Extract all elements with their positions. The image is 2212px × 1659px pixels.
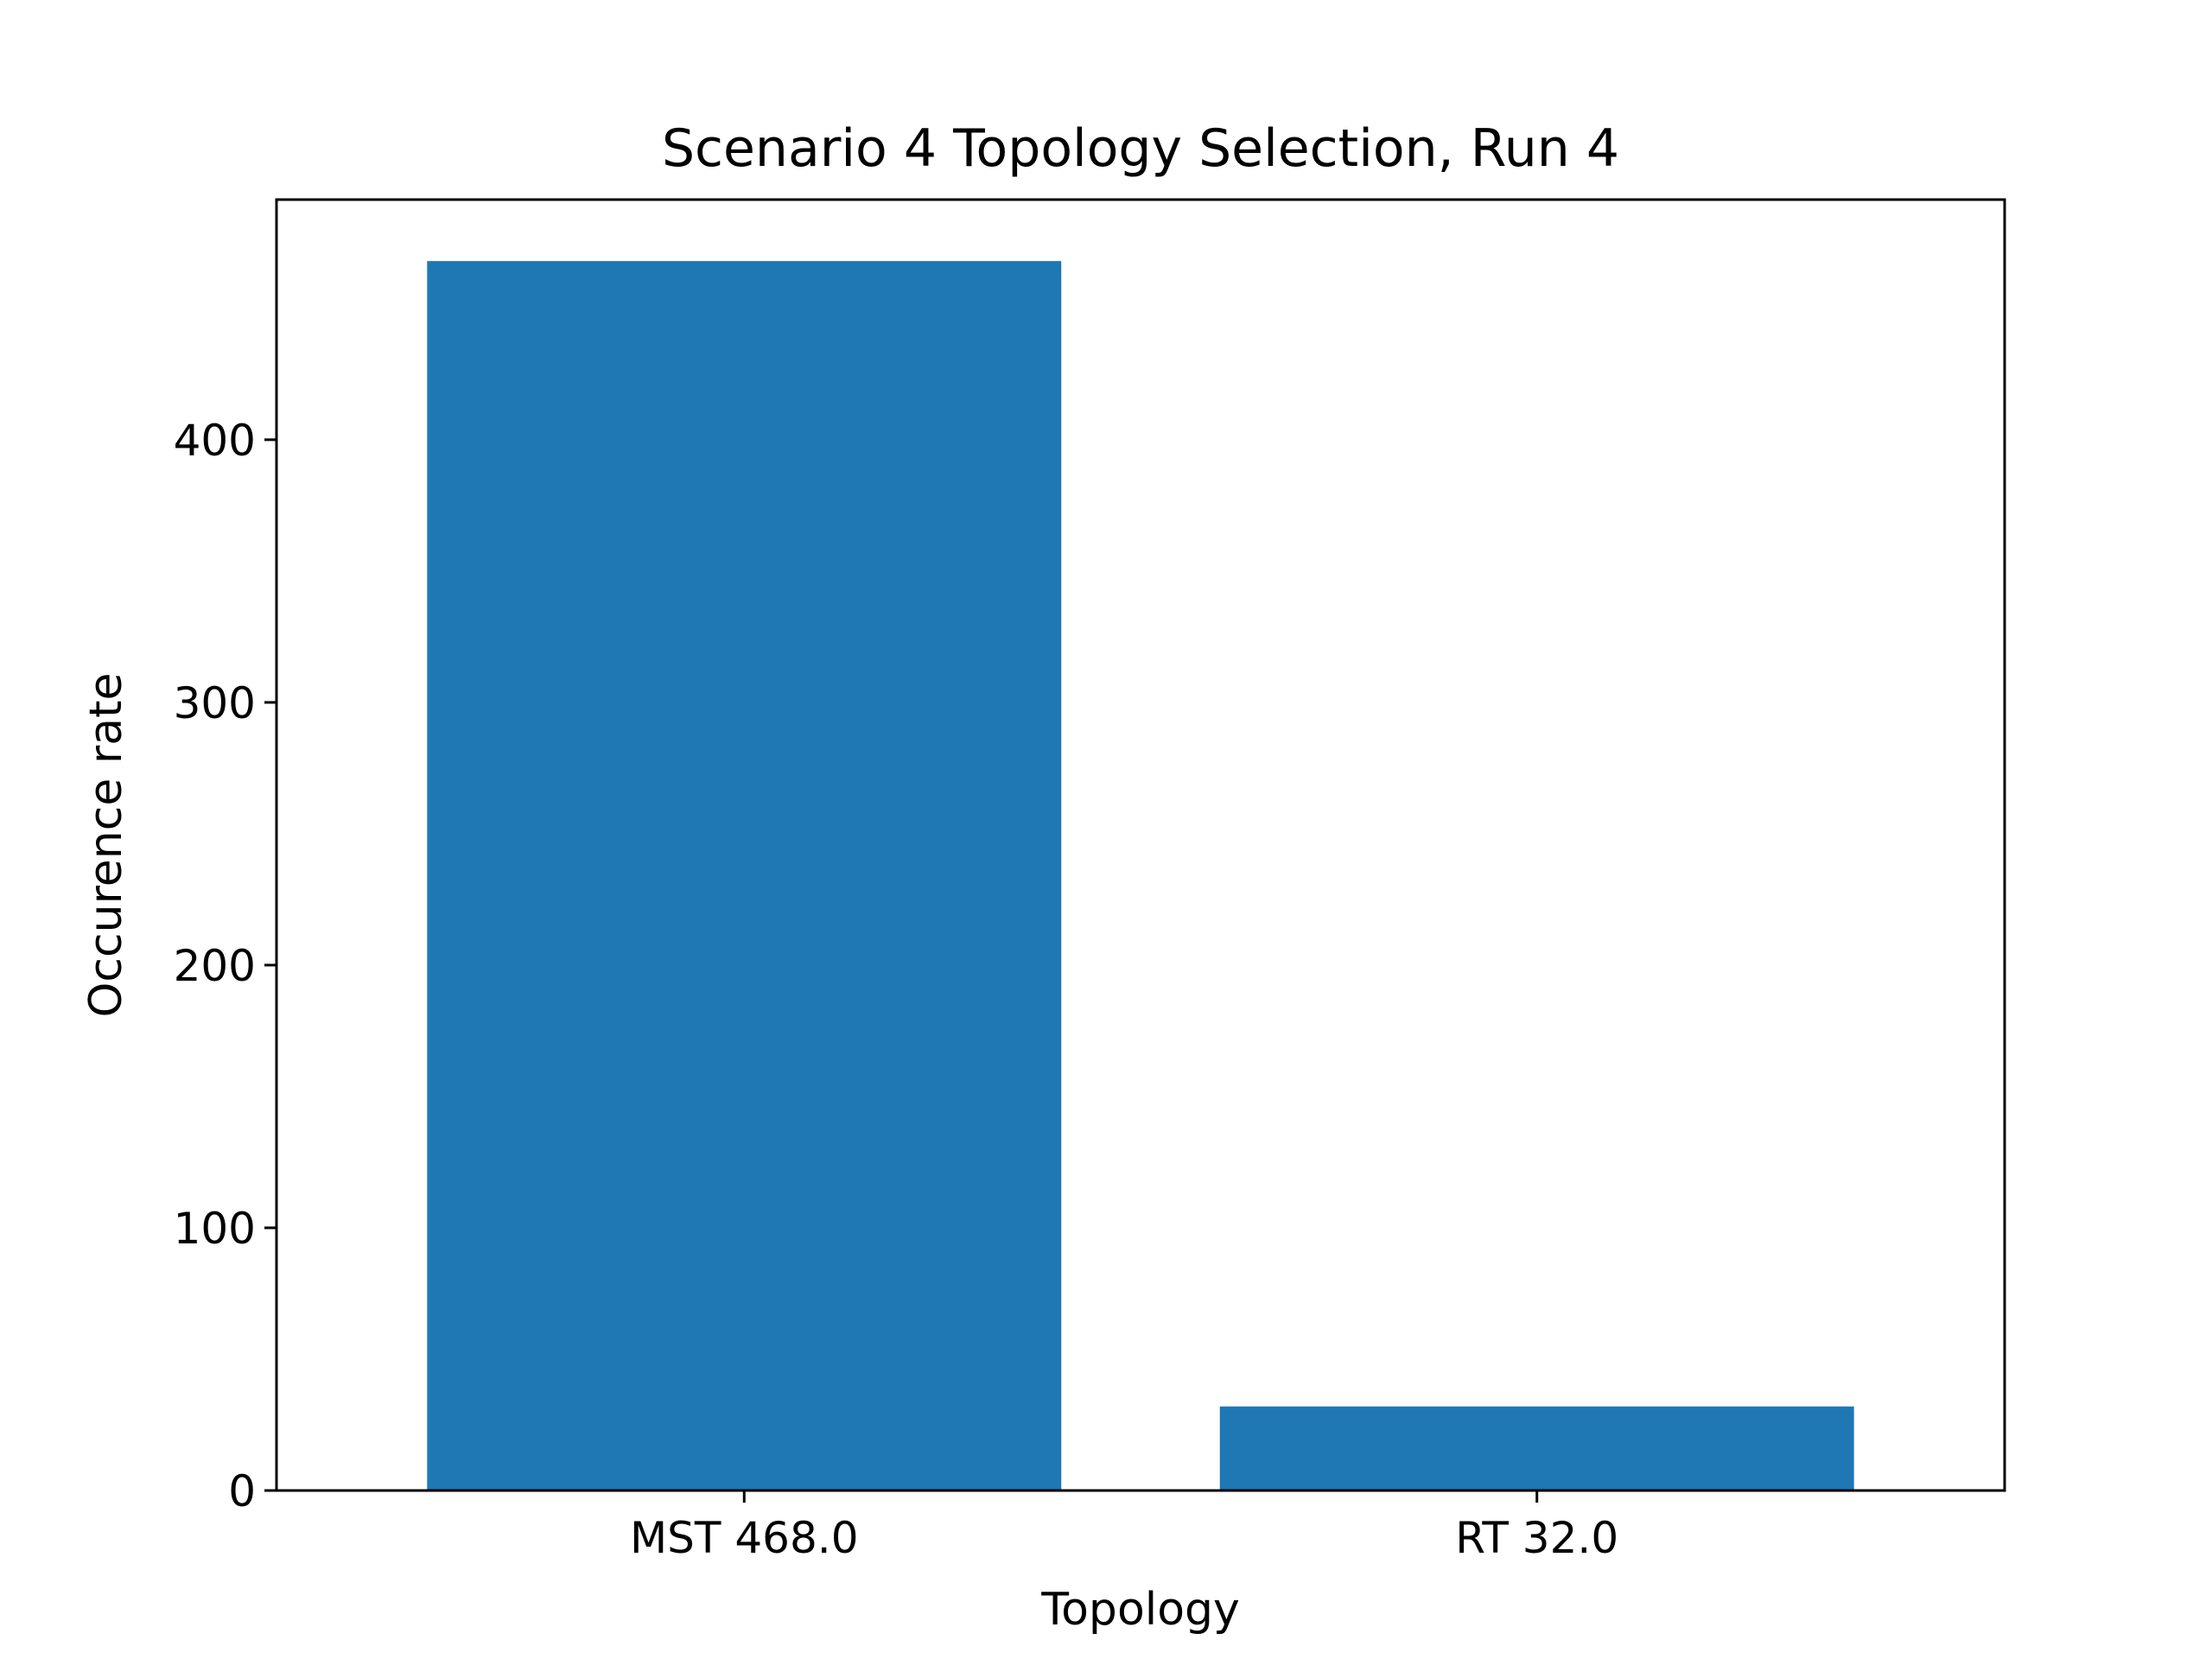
y-axis-ticks: 0 100 200 300 400 [174, 416, 276, 1516]
x-tick-label-1: RT 32.0 [1455, 1513, 1618, 1563]
bar-1 [1219, 1406, 1854, 1491]
y-tick-label-0: 0 [228, 1466, 256, 1516]
x-axis-ticks: MST 468.0 RT 32.0 [630, 1491, 1618, 1563]
y-tick-label-2: 200 [174, 941, 256, 991]
plot-area-frame [275, 198, 2006, 1492]
y-tick-label-1: 100 [174, 1204, 256, 1254]
y-axis-label: Occurence rate [80, 673, 132, 1018]
chart-title: Scenario 4 Topology Selection, Run 4 [662, 118, 1619, 179]
bar-0 [427, 261, 1062, 1491]
y-tick-label-4: 400 [174, 416, 256, 466]
bars-layer [427, 261, 1854, 1491]
x-axis-label: Topology [1040, 1584, 1240, 1636]
y-tick-label-3: 300 [174, 678, 256, 728]
x-tick-label-0: MST 468.0 [630, 1513, 858, 1563]
